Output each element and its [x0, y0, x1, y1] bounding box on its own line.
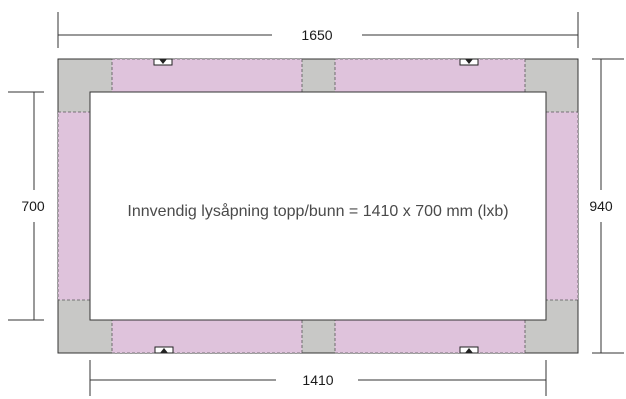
inner-opening [89, 91, 547, 321]
right-height-label: 940 [589, 198, 613, 214]
joint-marker-icon [459, 58, 479, 66]
joint-marker-icon [154, 346, 174, 354]
top-width-label: 1650 [301, 27, 332, 43]
top-right-panel [334, 58, 526, 93]
left-panel [57, 111, 91, 301]
right-panel [545, 111, 579, 301]
left-height-label: 700 [21, 198, 45, 214]
bottom-width-label: 1410 [302, 372, 333, 388]
top-left-panel [111, 58, 303, 93]
bottom-left-panel [111, 319, 303, 354]
opening-caption: Innvendig lysåpning topp/bunn = 1410 x 7… [127, 202, 508, 220]
joint-marker-icon [459, 346, 479, 354]
joint-marker-icon [153, 58, 173, 66]
bottom-right-panel [334, 319, 526, 354]
top-dimension: 1650 [57, 12, 579, 48]
right-dimension: 940 [589, 58, 624, 354]
bottom-dimension: 1410 [89, 360, 547, 396]
left-dimension: 700 [8, 91, 45, 321]
